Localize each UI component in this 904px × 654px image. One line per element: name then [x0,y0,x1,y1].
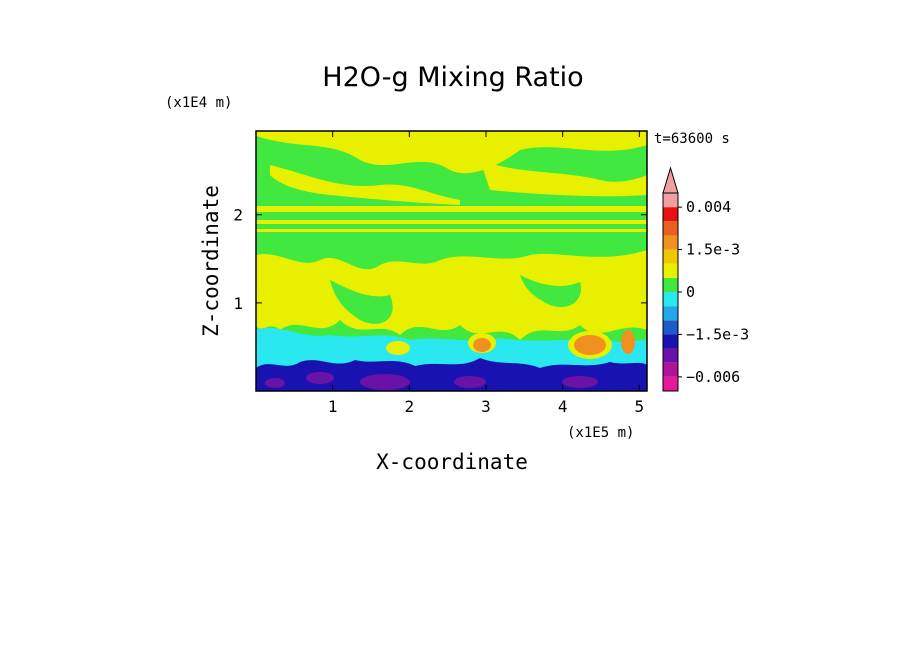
colorbar-band [663,263,678,278]
y-tick-label: 1 [233,294,243,313]
field-blob [574,335,606,355]
colorbar-band [663,249,678,264]
colorbar-tick-label: 0 [686,283,695,301]
field-patch [330,280,393,324]
chart-title: H2O-g Mixing Ratio [322,62,583,93]
field-blob [386,341,410,355]
field-layers [256,131,647,391]
field-patch [480,160,647,197]
y-axis: 12 [233,206,647,313]
field-band [256,229,647,232]
x-tick-label: 1 [328,397,338,416]
time-label: t=63600 s [654,131,730,147]
x-tick-label: 2 [405,397,415,416]
y-unit-label: (x1E4 m) [165,95,232,111]
colorbar-band [663,235,678,250]
colorbar-band [663,362,678,377]
field-patch [256,131,647,174]
field-band [256,206,647,212]
field-blob [360,374,410,390]
colorbar-band [663,277,678,292]
y-tick-label: 2 [233,206,243,225]
colorbar: 0.004 1.5e-3 0 −1.5e-3 −0.006 [662,166,749,392]
field-blob [473,338,491,352]
plot-frame [255,130,648,392]
colorbar-arrow [662,166,679,194]
x-tick-label: 5 [635,397,645,416]
field-group [256,131,647,391]
colorbar-band [663,221,678,236]
colorbar-band [663,292,678,307]
x-tick-label: 4 [558,397,568,416]
colorbar-tick-label: 0.004 [686,198,731,216]
colorbar-band [663,306,678,321]
plot-area [255,130,648,392]
colorbar-band [663,376,678,391]
field-blob [621,330,635,354]
field-blob [454,376,486,388]
colorbar-band [663,320,678,335]
colorbar-band [663,207,678,222]
x-axis-title: X-coordinate [376,450,528,474]
colorbar-tick-label: −0.006 [686,368,740,386]
x-tick-label: 3 [481,397,491,416]
x-unit-label: (x1E5 m) [567,425,634,441]
colorbar-tick-label: 1.5e-3 [686,241,740,259]
colorbar-band [663,193,678,208]
field-patch [256,250,647,340]
field-band [256,220,647,224]
x-axis: 1 2 3 4 5 [328,131,644,416]
field-blob [562,376,598,388]
colorbar-band [663,348,678,363]
colorbar-tick-label: −1.5e-3 [686,325,749,343]
field-blob [306,372,334,384]
field-patch [256,358,647,391]
y-axis-title: Z-coordinate [199,185,223,337]
field-blob [265,378,285,388]
colorbar-band [663,334,678,349]
field-patch [520,275,581,308]
field-patch [270,165,460,205]
